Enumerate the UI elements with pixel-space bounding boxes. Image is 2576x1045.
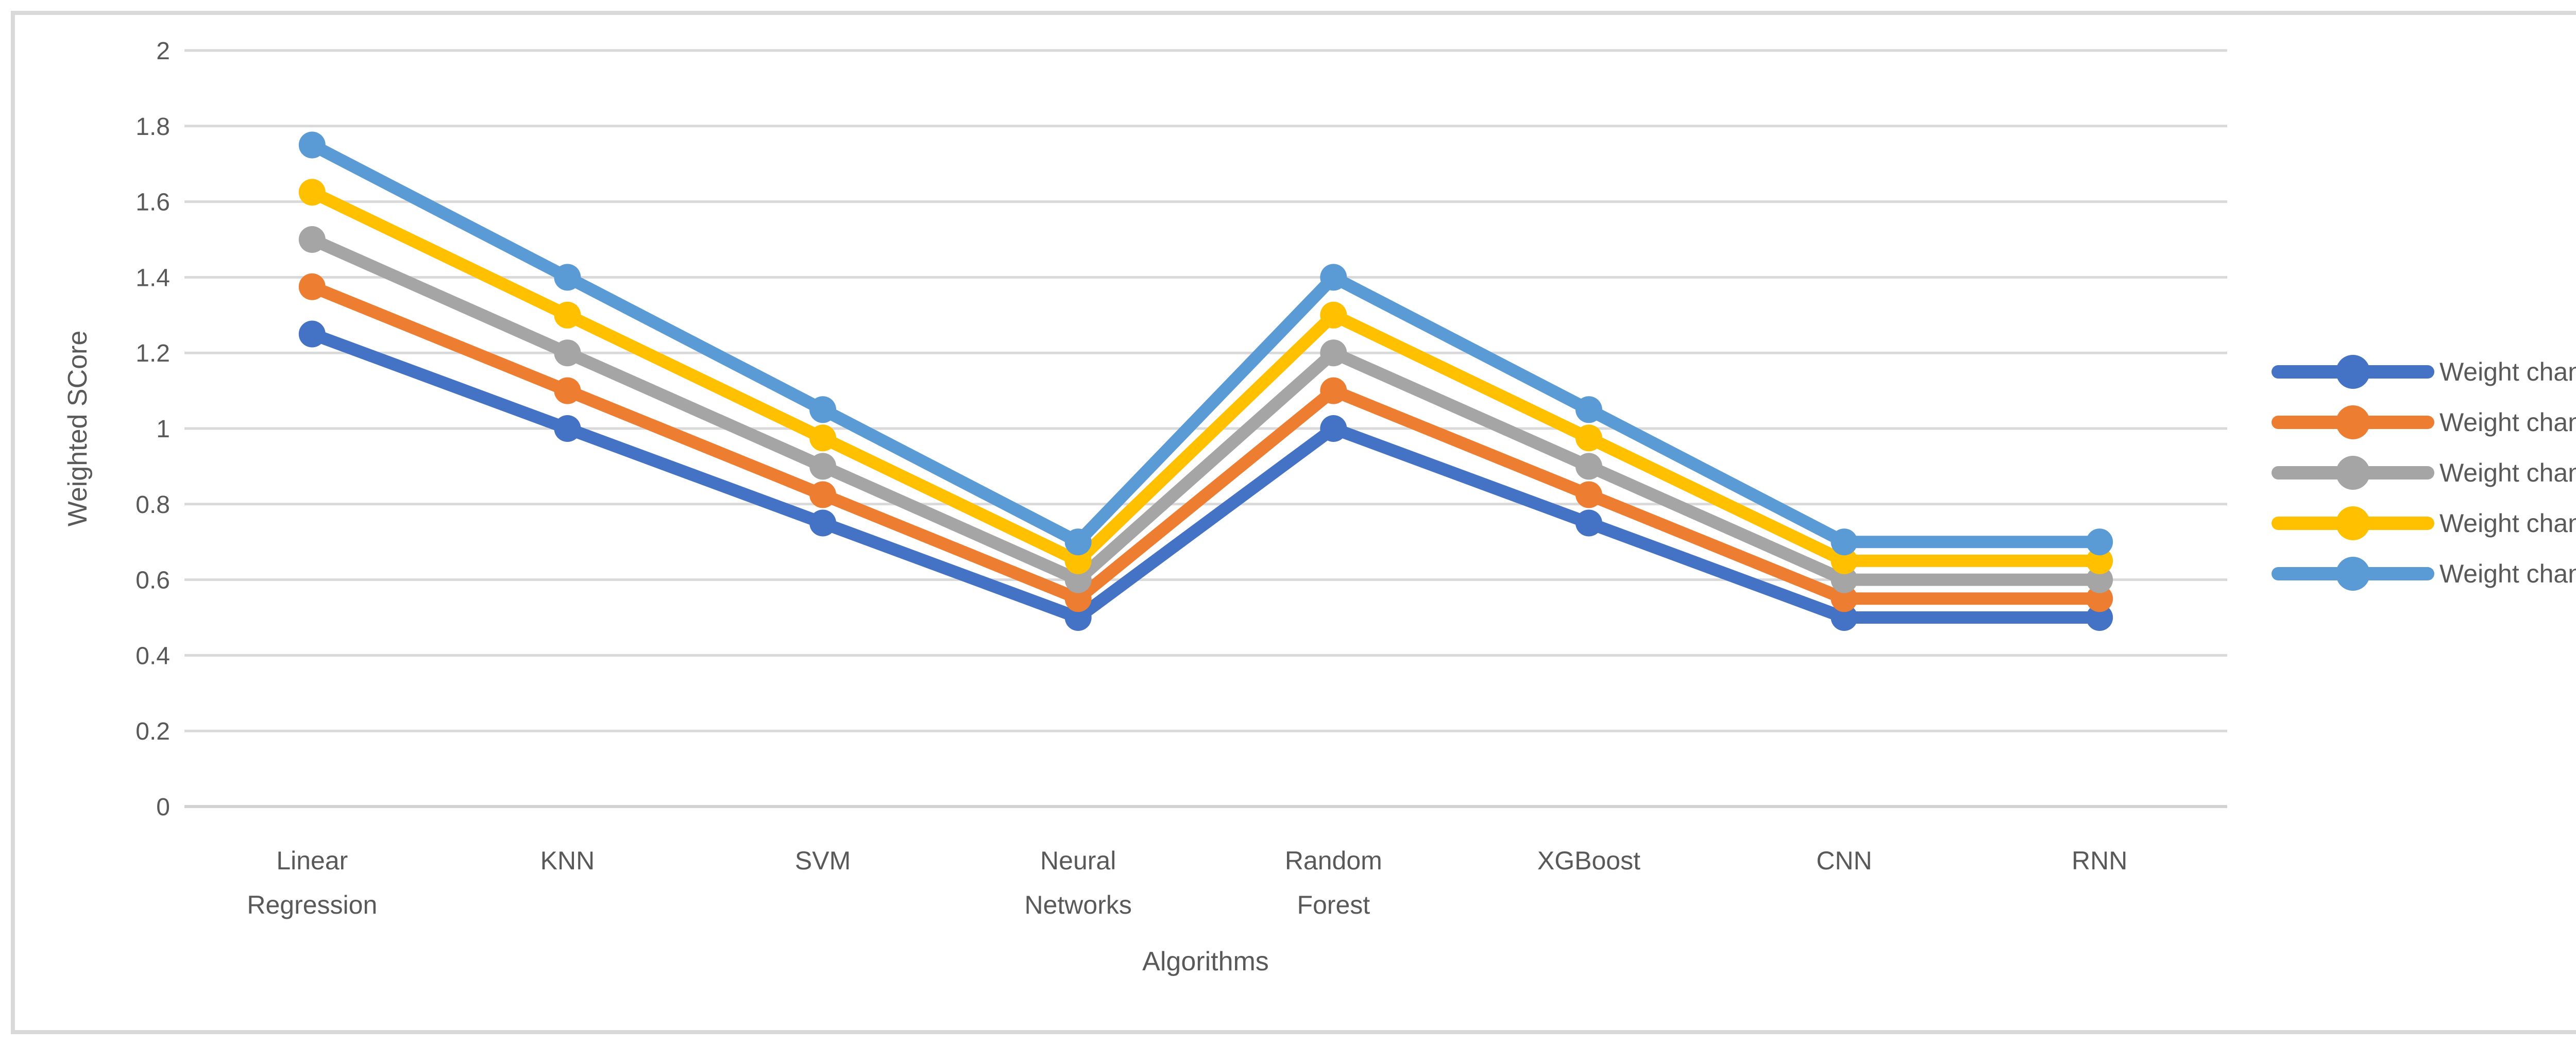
legend-item: Weight change: +0.00	[2272, 456, 2576, 490]
data-point-marker	[1575, 424, 1602, 452]
data-point-marker	[1064, 604, 1092, 631]
data-point-marker	[2086, 604, 2113, 631]
x-category-label: Linear	[276, 846, 348, 875]
data-point-marker	[2086, 585, 2113, 612]
x-category-label: Neural	[1040, 846, 1116, 875]
legend-circle-marker-icon	[2336, 355, 2370, 389]
legend-label: Weight change: +0.00	[2439, 458, 2576, 487]
legend-item: Weight change: +0.05	[2272, 506, 2576, 540]
y-tick-label: 0.8	[135, 491, 170, 519]
legend-item: Weight change: -0.05	[2272, 405, 2576, 439]
data-point-marker	[1831, 547, 1858, 574]
series-line-2	[306, 233, 2106, 586]
y-tick-label: 2	[156, 38, 170, 65]
data-point-marker	[1320, 264, 1347, 291]
data-point-marker	[1320, 339, 1347, 367]
legend-circle-marker-icon	[2336, 506, 2370, 540]
data-point-marker	[1575, 481, 1602, 508]
data-point-marker	[554, 264, 581, 291]
series-line-4	[306, 139, 2106, 549]
data-point-marker	[298, 320, 326, 348]
gridlines-group	[184, 49, 2227, 808]
data-point-marker	[1831, 604, 1858, 631]
chart-border	[11, 11, 2576, 1034]
x-axis-title: Algorithms	[1142, 947, 1269, 977]
series-group	[298, 131, 2113, 631]
y-tick-label: 1.6	[135, 189, 170, 216]
data-point-marker	[2086, 547, 2113, 574]
data-point-marker	[1575, 509, 1602, 537]
data-point-marker	[1320, 377, 1347, 404]
data-point-marker	[298, 273, 326, 300]
y-tick-label: 1	[156, 416, 170, 443]
data-point-marker	[1064, 528, 1092, 556]
data-point-marker	[1831, 566, 1858, 593]
data-point-marker	[1831, 528, 1858, 556]
data-point-marker	[2086, 566, 2113, 593]
data-point-marker	[1575, 453, 1602, 480]
legend-item: Weight change: -0.10	[2272, 355, 2576, 389]
x-category-label: CNN	[1816, 846, 1872, 875]
series-line-3	[306, 186, 2106, 567]
legend-item: Weight change: +0.10	[2272, 557, 2576, 591]
y-tick-label: 1.4	[135, 264, 170, 292]
y-axis-tick-labels: 0 0.2 0.4 0.6 0.8 1 1.2 1.4 1.6 1.8 2	[135, 38, 170, 821]
data-point-marker	[298, 226, 326, 253]
x-axis-category-labels: Linear Regression KNN SVM Neural Networks Rand…	[247, 846, 2127, 919]
x-category-label: XGBoost	[1537, 846, 1640, 875]
legend: Weight change: -0.10 Weight change: -0.05…	[2272, 355, 2576, 591]
data-point-marker	[554, 301, 581, 329]
y-axis-title: Weighted SCore	[63, 331, 93, 527]
legend-label: Weight change: +0.05	[2439, 509, 2576, 538]
data-point-marker	[1320, 415, 1347, 442]
x-category-label: SVM	[795, 846, 851, 875]
legend-circle-marker-icon	[2336, 456, 2370, 490]
series-line-1	[306, 280, 2106, 605]
data-point-marker	[554, 377, 581, 404]
data-point-marker	[809, 481, 837, 508]
legend-circle-marker-icon	[2336, 405, 2370, 439]
data-point-marker	[2086, 528, 2113, 556]
data-point-marker	[298, 179, 326, 206]
data-point-marker	[809, 424, 837, 452]
y-tick-label: 0.4	[135, 642, 170, 670]
y-tick-label: 0.6	[135, 567, 170, 594]
data-point-marker	[1064, 585, 1092, 612]
legend-label: Weight change: -0.10	[2439, 357, 2576, 386]
y-tick-label: 0.2	[135, 718, 170, 745]
data-point-marker	[1575, 396, 1602, 423]
data-point-marker	[809, 509, 837, 537]
legend-label: Weight change: -0.05	[2439, 408, 2576, 437]
series-line-0	[306, 328, 2106, 624]
y-tick-label: 0	[156, 794, 170, 821]
legend-circle-marker-icon	[2336, 557, 2370, 591]
data-point-marker	[809, 453, 837, 480]
data-point-marker	[1320, 301, 1347, 329]
data-point-marker	[554, 415, 581, 442]
data-point-marker	[1831, 585, 1858, 612]
legend-label: Weight change: +0.10	[2439, 559, 2576, 588]
data-point-marker	[809, 396, 837, 423]
x-category-label: KNN	[540, 846, 595, 875]
x-category-label: Forest	[1297, 890, 1370, 919]
data-point-marker	[298, 131, 326, 159]
data-point-marker	[1064, 547, 1092, 574]
data-point-marker	[554, 339, 581, 367]
data-point-marker	[1064, 566, 1092, 593]
x-category-label: Regression	[247, 890, 377, 919]
x-category-label: RNN	[2072, 846, 2127, 875]
y-tick-label: 1.2	[135, 340, 170, 367]
y-tick-label: 1.8	[135, 113, 170, 141]
x-category-label: Random	[1285, 846, 1382, 875]
x-category-label: Networks	[1025, 890, 1132, 919]
